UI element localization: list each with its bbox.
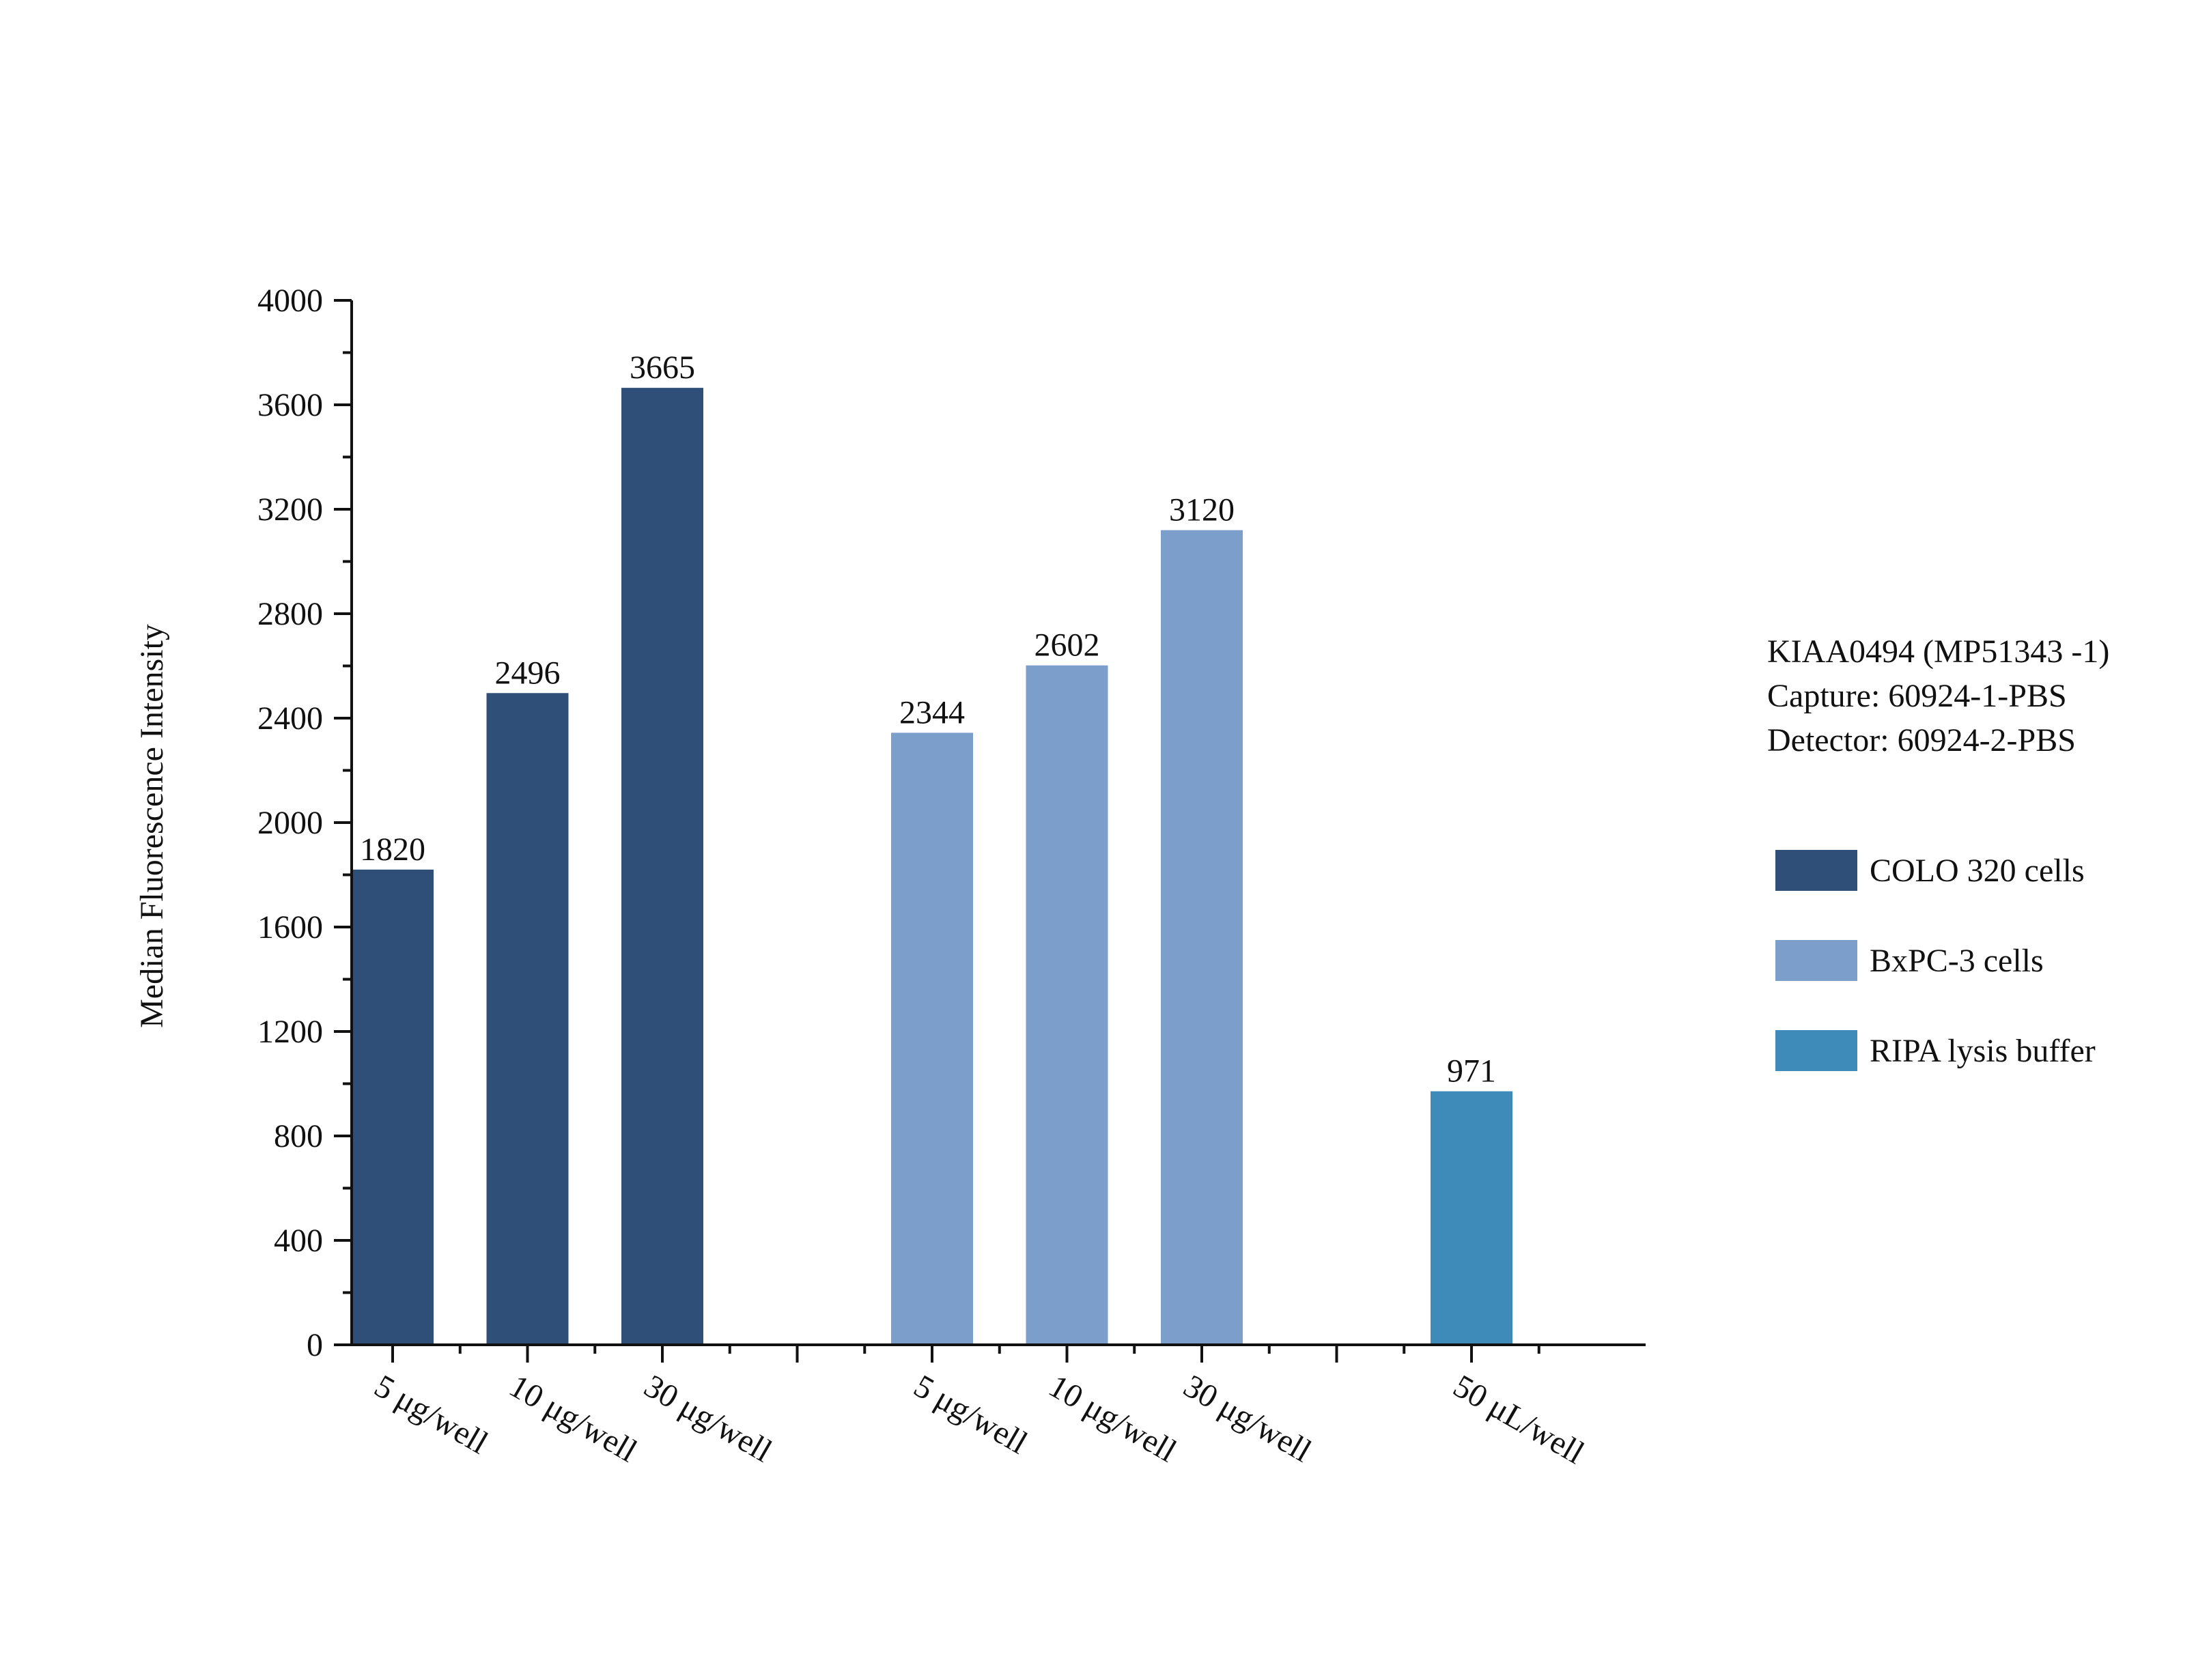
y-tick-label-1600: 1600: [257, 909, 323, 945]
data-label-5: 2602: [1034, 627, 1100, 664]
y-tick-label-4000: 4000: [257, 283, 323, 319]
bar-5: [1026, 665, 1108, 1345]
legend-swatch-3: [1775, 1030, 1857, 1071]
y-tick-label-0: 0: [307, 1327, 323, 1363]
bar-3: [621, 388, 703, 1346]
info-line-antibody: KIAA0494 (MP51343 -1): [1767, 633, 2109, 670]
legend-swatch-1: [1775, 850, 1857, 891]
data-label-2: 2496: [495, 655, 561, 691]
info-line-capture: Capture: 60924-1-PBS: [1767, 678, 2067, 714]
x-tick-label-3: 30 μg/well: [638, 1368, 778, 1470]
y-tick-label-2000: 2000: [257, 805, 323, 841]
legend-swatch-2: [1775, 940, 1857, 981]
y-tick-label-2800: 2800: [257, 596, 323, 632]
y-tick-label-800: 800: [274, 1118, 323, 1154]
y-tick-label-2400: 2400: [257, 700, 323, 737]
plot-area: 1820 5 μg/well 2496 10 μg/well 3665 30 μg/wel…: [352, 350, 1590, 1471]
info-line-detector: Detector: 60924-2-PBS: [1767, 722, 2076, 758]
bar-7: [1431, 1091, 1512, 1345]
data-label-4: 2344: [899, 694, 965, 730]
info-block: KIAA0494 (MP51343 -1) Capture: 60924-1-P…: [1767, 633, 2109, 758]
legend-label-3: RIPA lysis buffer: [1870, 1033, 2096, 1069]
data-label-7: 971: [1447, 1053, 1496, 1090]
x-tick-label-1: 5 μg/well: [369, 1368, 494, 1462]
data-label-6: 3120: [1169, 492, 1235, 528]
legend: COLO 320 cells BxPC-3 cells RIPA lysis buf…: [1775, 850, 2096, 1071]
legend-label-1: COLO 320 cells: [1870, 853, 2085, 889]
y-axis-label: Median Fluorescence Intensity: [134, 624, 170, 1028]
axes: 0 400 800 1200 1600 2000 2400 2800 3200 3600 4000: [257, 283, 1646, 1363]
x-tick-label-6: 30 μg/well: [1178, 1368, 1318, 1470]
data-label-3: 3665: [630, 350, 695, 386]
y-tick-label-3600: 3600: [257, 387, 323, 423]
x-tick-label-5: 10 μg/well: [1043, 1368, 1183, 1470]
bar-6: [1161, 530, 1243, 1345]
y-tick-label-3200: 3200: [257, 492, 323, 528]
y-tick-label-1200: 1200: [257, 1014, 323, 1050]
bar-2: [486, 693, 569, 1345]
data-label-1: 1820: [360, 831, 425, 868]
y-tick-label-400: 400: [274, 1223, 323, 1259]
x-tick-label-4: 5 μg/well: [908, 1368, 1034, 1462]
bar-4: [891, 732, 973, 1345]
x-tick-label-7: 50 μL/well: [1448, 1368, 1590, 1471]
bar-1: [352, 869, 434, 1345]
x-tick-label-2: 10 μg/well: [503, 1368, 643, 1470]
legend-label-2: BxPC-3 cells: [1870, 943, 2044, 979]
